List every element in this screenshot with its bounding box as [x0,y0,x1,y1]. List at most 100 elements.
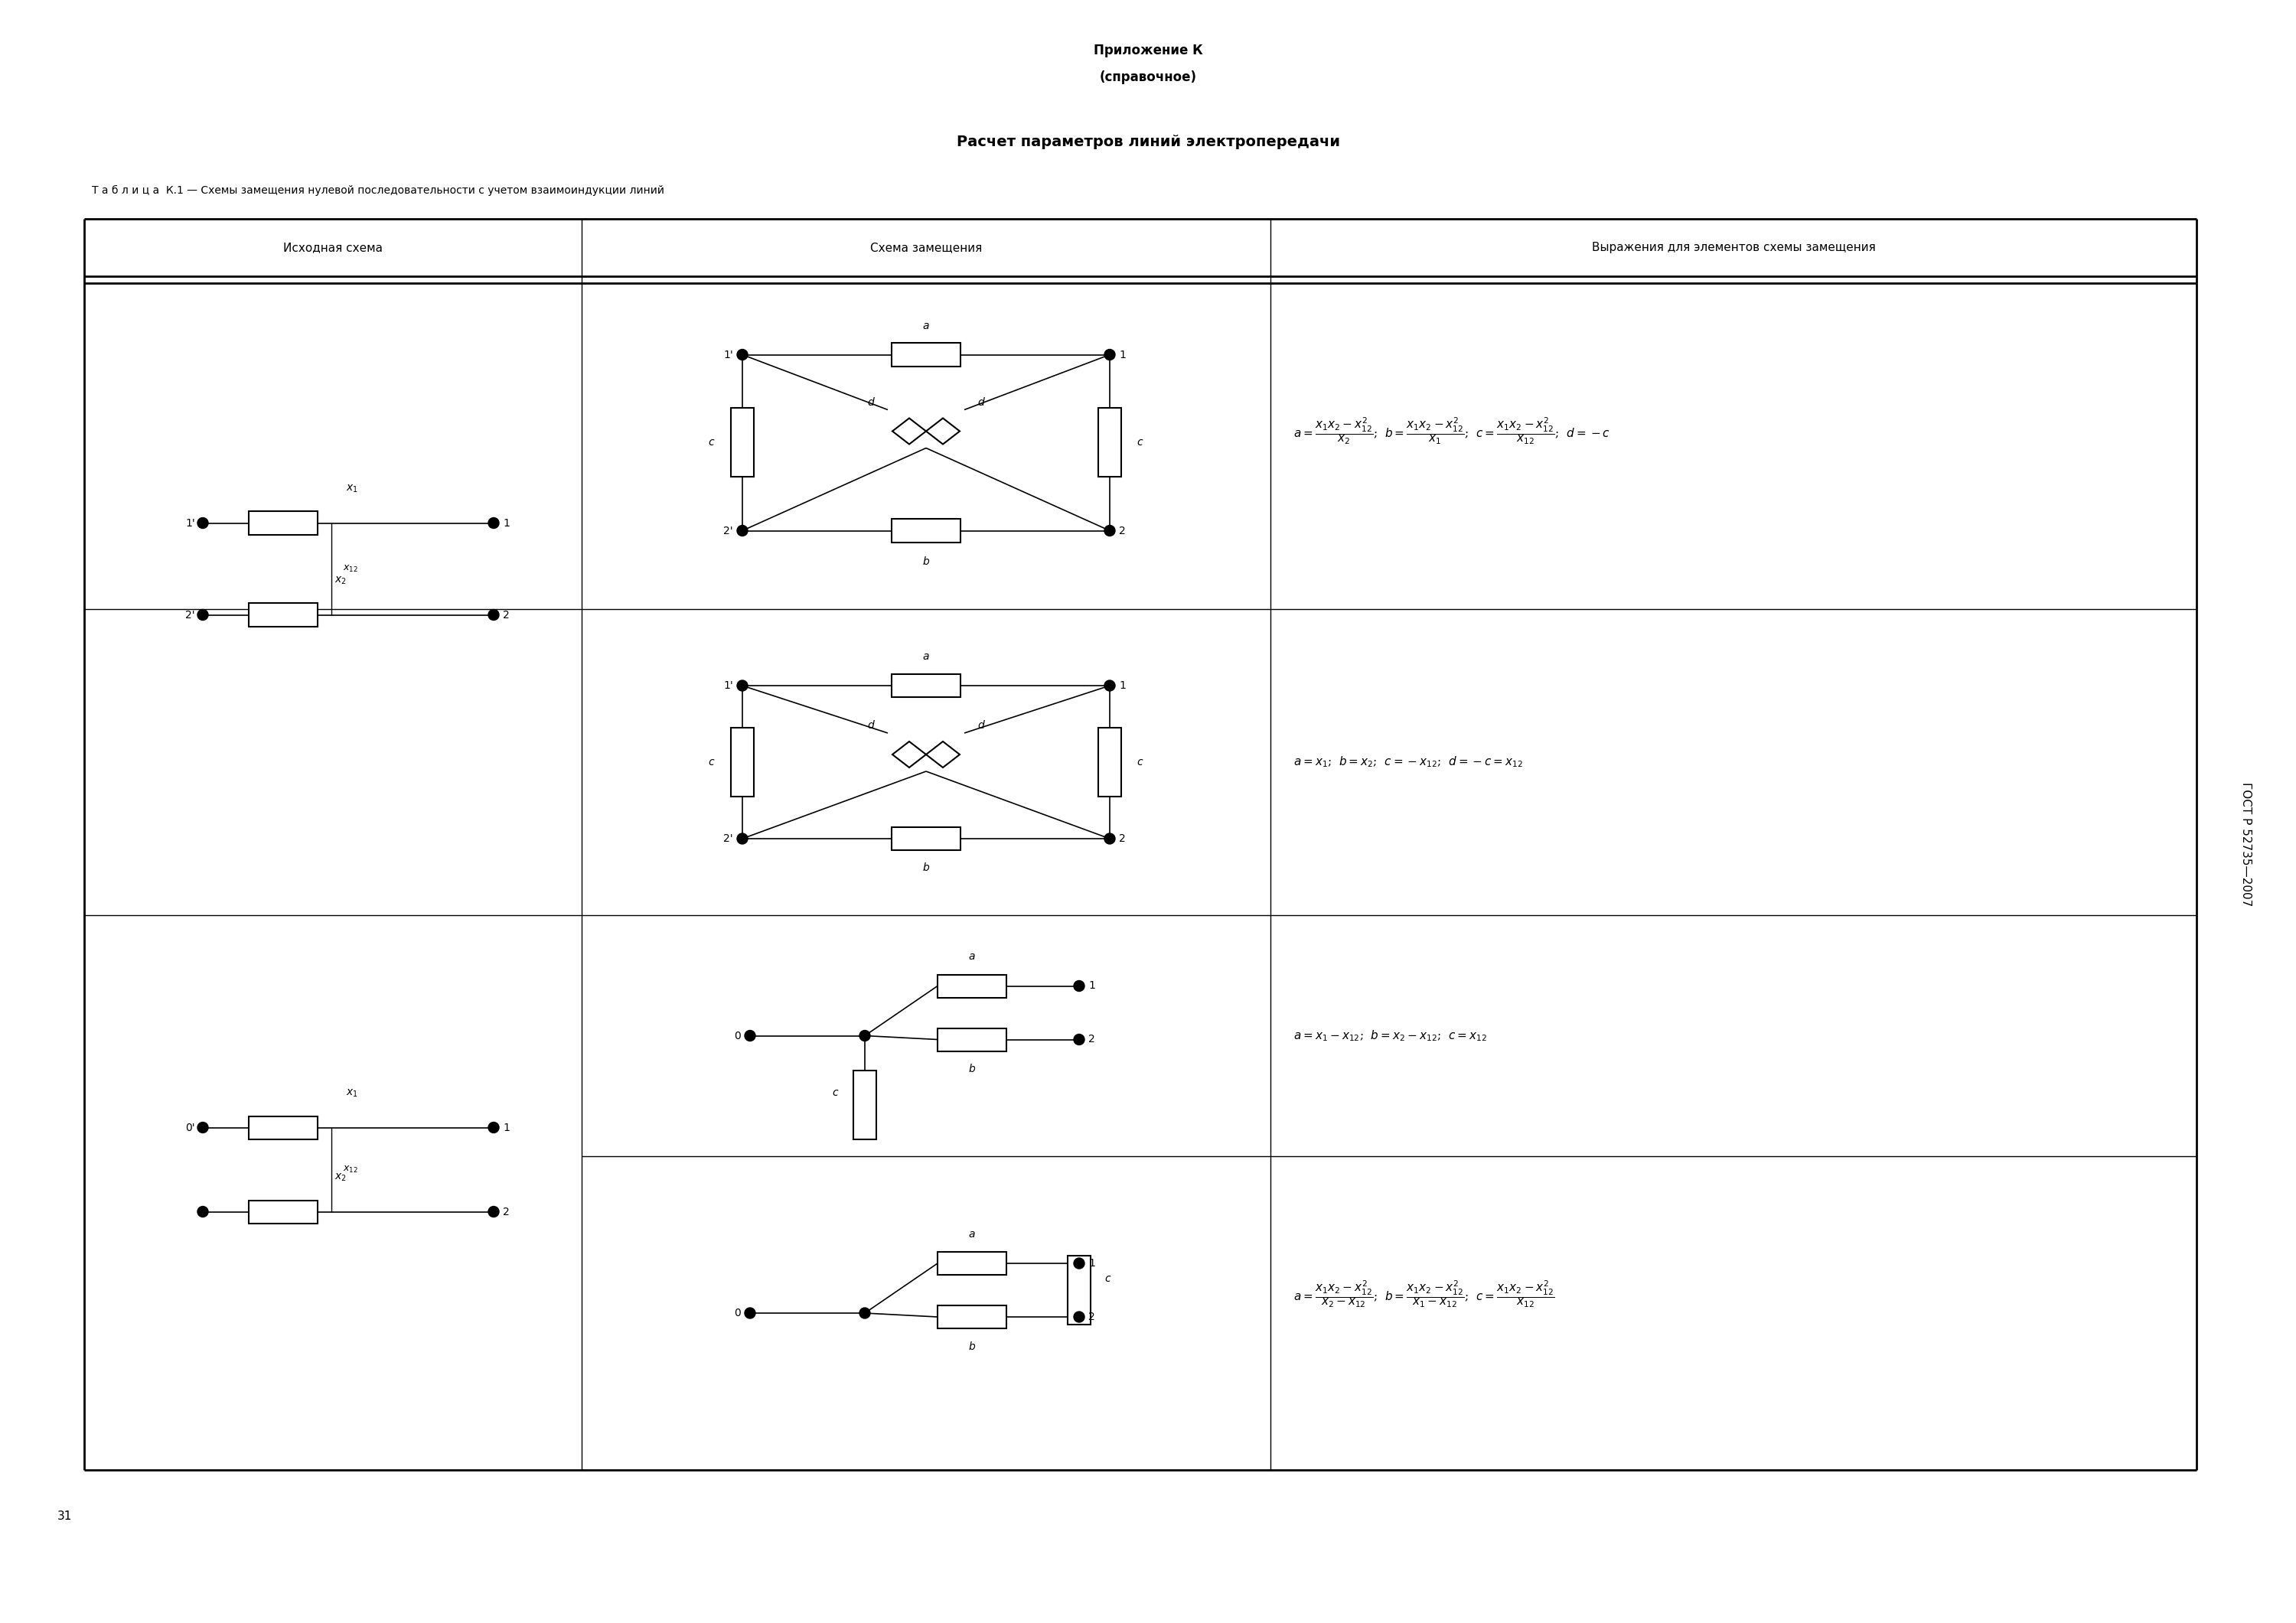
Text: 1: 1 [503,518,510,529]
Text: 1': 1' [186,518,195,529]
Circle shape [1104,833,1116,844]
Bar [730,727,753,797]
Text: 0: 0 [735,1308,742,1318]
Circle shape [489,518,498,529]
Circle shape [1104,680,1116,691]
Text: 1': 1' [723,349,732,360]
Circle shape [1075,1311,1084,1323]
Bar [248,1201,317,1224]
Text: 0: 0 [735,1031,742,1040]
Polygon shape [925,742,960,768]
Text: $x_2$: $x_2$ [335,575,347,586]
Text: 2: 2 [1088,1311,1095,1323]
Circle shape [1104,349,1116,360]
Text: $c$: $c$ [707,437,716,448]
Text: Схема замещения: Схема замещения [870,242,983,253]
Circle shape [489,1121,498,1133]
Text: $a = x_1$;  $b = x_2$;  $c = -x_{12}$;  $d = -c = x_{12}$: $a = x_1$; $b = x_2$; $c = -x_{12}$; $d … [1293,755,1522,769]
Text: 2: 2 [1118,526,1125,536]
Circle shape [197,518,209,529]
Bar [937,1251,1006,1274]
Text: 1: 1 [1088,1258,1095,1269]
Bar [891,519,960,542]
Circle shape [737,349,748,360]
Text: $x_1$: $x_1$ [347,1087,358,1099]
Text: $d$: $d$ [868,719,875,730]
Circle shape [737,833,748,844]
Circle shape [1075,1258,1084,1269]
Circle shape [1075,980,1084,992]
Bar [1097,727,1120,797]
Text: $x_2$: $x_2$ [335,1172,347,1183]
Text: 0': 0' [186,1121,195,1133]
Circle shape [489,610,498,620]
Text: 1': 1' [723,680,732,691]
Text: 2': 2' [723,833,732,844]
Bar [937,974,1006,998]
Text: 31: 31 [57,1509,73,1522]
Circle shape [737,526,748,536]
Text: 1: 1 [1088,980,1095,992]
Text: Т а б л и ц а  К.1 — Схемы замещения нулевой последовательности с учетом взаимои: Т а б л и ц а К.1 — Схемы замещения нуле… [92,185,664,196]
Text: $c$: $c$ [831,1087,840,1099]
Text: $b$: $b$ [923,862,930,873]
Text: Расчет параметров линий электропередачи: Расчет параметров линий электропередачи [955,135,1341,149]
Text: $x_{12}$: $x_{12}$ [342,563,358,575]
Text: 1: 1 [1118,349,1125,360]
Circle shape [197,1206,209,1217]
Text: $d$: $d$ [978,719,985,730]
Text: 2': 2' [186,610,195,620]
Text: 1: 1 [1118,680,1125,691]
Bar [891,342,960,367]
Text: $c$: $c$ [1137,756,1143,768]
Text: Исходная схема: Исходная схема [282,242,383,253]
Bar [1097,409,1120,477]
Text: ГОСТ Р 52735—2007: ГОСТ Р 52735—2007 [2241,782,2252,907]
Text: $d$: $d$ [978,396,985,407]
Text: $a = x_1 - x_{12}$;  $b = x_2 - x_{12}$;  $c = x_{12}$: $a = x_1 - x_{12}$; $b = x_2 - x_{12}$; … [1293,1029,1488,1044]
Text: $a$: $a$ [923,651,930,662]
Text: $x_{12}$: $x_{12}$ [342,1165,358,1175]
Text: Выражения для элементов схемы замещения: Выражения для элементов схемы замещения [1591,242,1876,253]
Circle shape [197,1121,209,1133]
Bar [248,1117,317,1139]
Bar [937,1027,1006,1052]
Text: $a = \dfrac{x_1 x_2 - x_{12}^2}{x_2 - x_{12}}$;  $b = \dfrac{x_1 x_2 - x_{12}^2}: $a = \dfrac{x_1 x_2 - x_{12}^2}{x_2 - x_… [1293,1279,1554,1310]
Bar [730,409,753,477]
Text: $c$: $c$ [1137,437,1143,448]
Circle shape [859,1308,870,1318]
Text: $c$: $c$ [707,756,716,768]
Text: $b$: $b$ [969,1341,976,1352]
Text: Приложение К: Приложение К [1093,44,1203,57]
Text: $a$: $a$ [969,951,976,962]
Text: $d$: $d$ [868,396,875,407]
Text: 1: 1 [503,1121,510,1133]
Polygon shape [893,742,925,768]
Text: $x_1$: $x_1$ [347,484,358,493]
Text: 2: 2 [1118,833,1125,844]
Circle shape [744,1031,755,1040]
Bar [891,674,960,698]
Text: 2: 2 [503,610,510,620]
Text: 2: 2 [503,1206,510,1217]
Polygon shape [925,419,960,445]
Text: $a$: $a$ [923,320,930,331]
Bar [248,604,317,626]
Text: 2: 2 [1088,1034,1095,1045]
Bar [891,828,960,850]
Text: $c$: $c$ [1104,1274,1111,1284]
Bar [1068,1256,1091,1324]
Text: $a$: $a$ [969,1229,976,1240]
Text: $b$: $b$ [923,555,930,566]
Bar [854,1070,877,1139]
Circle shape [859,1031,870,1040]
Polygon shape [893,419,925,445]
Text: 2': 2' [723,526,732,536]
Text: $b$: $b$ [969,1063,976,1074]
Circle shape [744,1308,755,1318]
Circle shape [1075,1034,1084,1045]
Text: $a = \dfrac{x_1 x_2 - x_{12}^2}{x_2}$;  $b = \dfrac{x_1 x_2 - x_{12}^2}{x_1}$;  : $a = \dfrac{x_1 x_2 - x_{12}^2}{x_2}$; $… [1293,415,1609,446]
Circle shape [1104,526,1116,536]
Bar [937,1305,1006,1328]
Text: (справочное): (справочное) [1100,70,1196,84]
